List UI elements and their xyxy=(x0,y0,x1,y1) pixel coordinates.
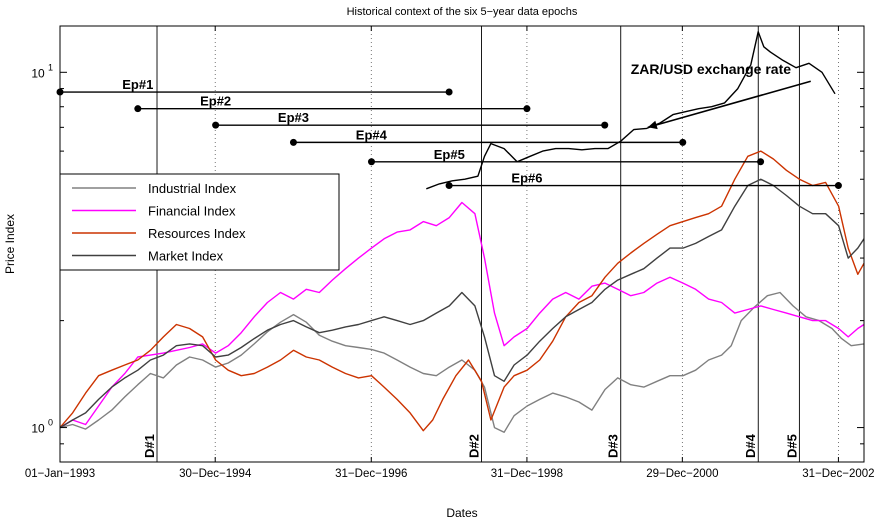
legend-box xyxy=(59,173,340,271)
x-tick-label: 30−Dec−1994 xyxy=(179,468,252,480)
grid-lines xyxy=(214,26,839,462)
x-tick-label: 29−Dec−2000 xyxy=(646,468,718,480)
annotation-arrow-shaft xyxy=(647,80,811,129)
epoch-end-marker xyxy=(601,121,609,129)
epoch-label: Ep#6 xyxy=(511,171,542,186)
decision-label: D#2 xyxy=(467,434,482,458)
y-tick-exponent: 0 xyxy=(48,418,53,428)
epoch-label: Ep#3 xyxy=(278,110,309,125)
epoch-start-marker xyxy=(367,158,375,166)
x-tick-label: 01−Jan−1993 xyxy=(25,468,95,480)
epoch-start-marker xyxy=(289,138,297,146)
epoch-label: Ep#2 xyxy=(200,94,231,109)
legend-label: Financial Index xyxy=(148,204,236,219)
decision-label: D#1 xyxy=(142,434,157,458)
y-tick-exponent: 1 xyxy=(48,62,53,72)
decision-label: D#4 xyxy=(743,433,758,458)
y-tick-label: 10 xyxy=(31,422,45,436)
epoch-bars: Ep#1 Ep#2 Ep#3 Ep#4 Ep#5 Ep#6 xyxy=(56,77,842,190)
epoch-start-marker xyxy=(445,182,453,190)
epoch-end-marker xyxy=(834,182,842,190)
legend-label: Industrial Index xyxy=(148,181,237,196)
x-tick-label: 31−Dec−1996 xyxy=(335,468,407,480)
decision-label: D#5 xyxy=(784,434,799,458)
axis-ticks: 01−Jan−1993 30−Dec−1994 31−Dec−1996 31−Dec−… xyxy=(25,26,875,480)
epoch-label: Ep#5 xyxy=(434,147,465,162)
epoch-start-marker xyxy=(212,121,220,129)
x-tick-label: 31−Dec−1998 xyxy=(491,468,563,480)
legend-label: Market Index xyxy=(148,249,224,264)
legend: Industrial Index Financial Index Resources… xyxy=(59,173,340,271)
annotation-text: ZAR/USD exchange rate xyxy=(631,61,791,77)
epoch-label: Ep#1 xyxy=(122,77,153,92)
epoch-end-marker xyxy=(445,88,453,96)
series-lines xyxy=(59,31,865,433)
x-axis-label: Dates xyxy=(446,506,477,520)
series-line xyxy=(59,150,865,432)
y-axis-label: Price Index xyxy=(3,214,17,274)
series-line xyxy=(59,178,865,429)
epoch-label: Ep#4 xyxy=(356,127,388,142)
chart-title: Historical context of the six 5−year dat… xyxy=(347,6,578,18)
legend-label: Resources Index xyxy=(148,226,246,241)
epoch-end-marker xyxy=(523,105,531,113)
x-tick-label: 31−Dec−2002 xyxy=(802,468,874,480)
decision-label: D#3 xyxy=(606,434,621,458)
epoch-end-marker xyxy=(757,158,765,166)
y-tick-label: 10 xyxy=(31,66,45,80)
series-line xyxy=(426,31,836,190)
epoch-start-marker xyxy=(134,105,142,113)
annotation-arrow-head xyxy=(647,120,658,130)
annotations: ZAR/USD exchange rate xyxy=(631,61,811,130)
epoch-end-marker xyxy=(679,138,687,146)
